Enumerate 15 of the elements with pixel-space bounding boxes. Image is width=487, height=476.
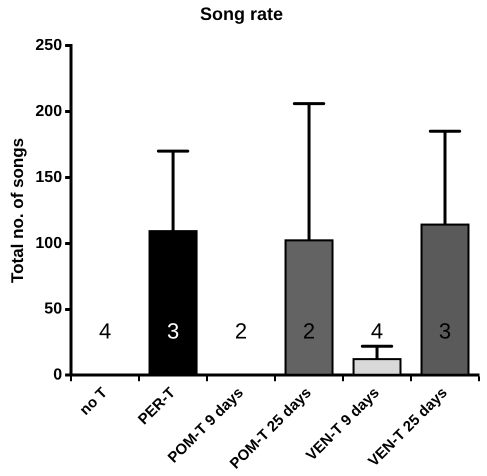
annotation: 4 (98, 318, 112, 344)
annotation: 4 (370, 318, 384, 344)
y-tick-label: 0 (53, 366, 62, 384)
annotation: 2 (302, 318, 316, 344)
y-tick-label: 100 (35, 234, 62, 252)
y-tick-label: 250 (35, 37, 62, 54)
annotation: 2 (234, 318, 248, 344)
y-tick-label: 150 (35, 168, 62, 186)
annotation: 3 (166, 318, 180, 344)
chart-title: Song rate (200, 4, 284, 24)
y-axis-title: Total no. of songs (8, 138, 27, 283)
y-tick-label: 200 (35, 102, 62, 120)
annotation: 3 (438, 318, 452, 344)
y-tick-label: 50 (44, 300, 62, 318)
x-tick-label: no T (76, 384, 111, 419)
